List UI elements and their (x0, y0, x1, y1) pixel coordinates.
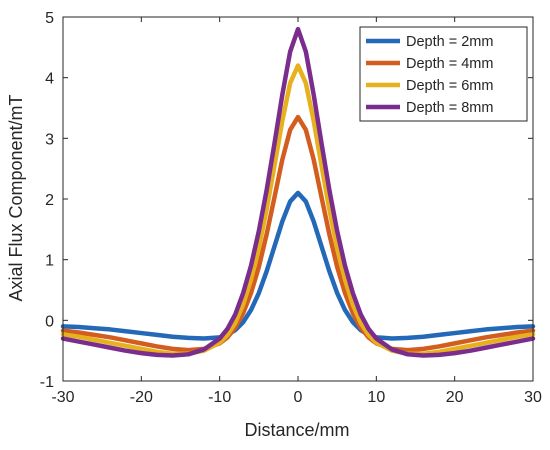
y-tick-label: 0 (45, 313, 54, 330)
y-tick-label: 5 (45, 10, 54, 27)
x-tick-label: 20 (446, 389, 464, 406)
series-line-4 (60, 26, 536, 358)
legend-label-4: Depth = 8mm (406, 100, 493, 116)
x-tick-label: -20 (130, 389, 153, 406)
y-tick-label: 4 (45, 71, 54, 88)
x-tick-label: -10 (208, 389, 231, 406)
legend-label-1: Depth = 2mm (406, 34, 493, 50)
series-line-1 (60, 190, 536, 341)
y-tick-label: 3 (45, 131, 54, 148)
x-tick-label: -30 (51, 389, 74, 406)
x-tick-label: 10 (367, 389, 385, 406)
series-layer (60, 26, 536, 358)
y-axis-label: Axial Flux Component/mT (6, 94, 26, 301)
legend-label-3: Depth = 6mm (406, 78, 493, 94)
y-tick-label: -1 (40, 374, 54, 391)
y-tick-label: 2 (45, 192, 54, 209)
x-tick-label: 30 (524, 389, 542, 406)
y-tick-label: 1 (45, 253, 54, 270)
x-axis-label: Distance/mm (244, 420, 349, 440)
legend-label-2: Depth = 4mm (406, 56, 493, 72)
x-tick-label: 0 (294, 389, 303, 406)
legend: Depth = 2mm Depth = 4mm Depth = 6mm Depth =… (359, 26, 528, 122)
series-line-2 (60, 114, 536, 353)
